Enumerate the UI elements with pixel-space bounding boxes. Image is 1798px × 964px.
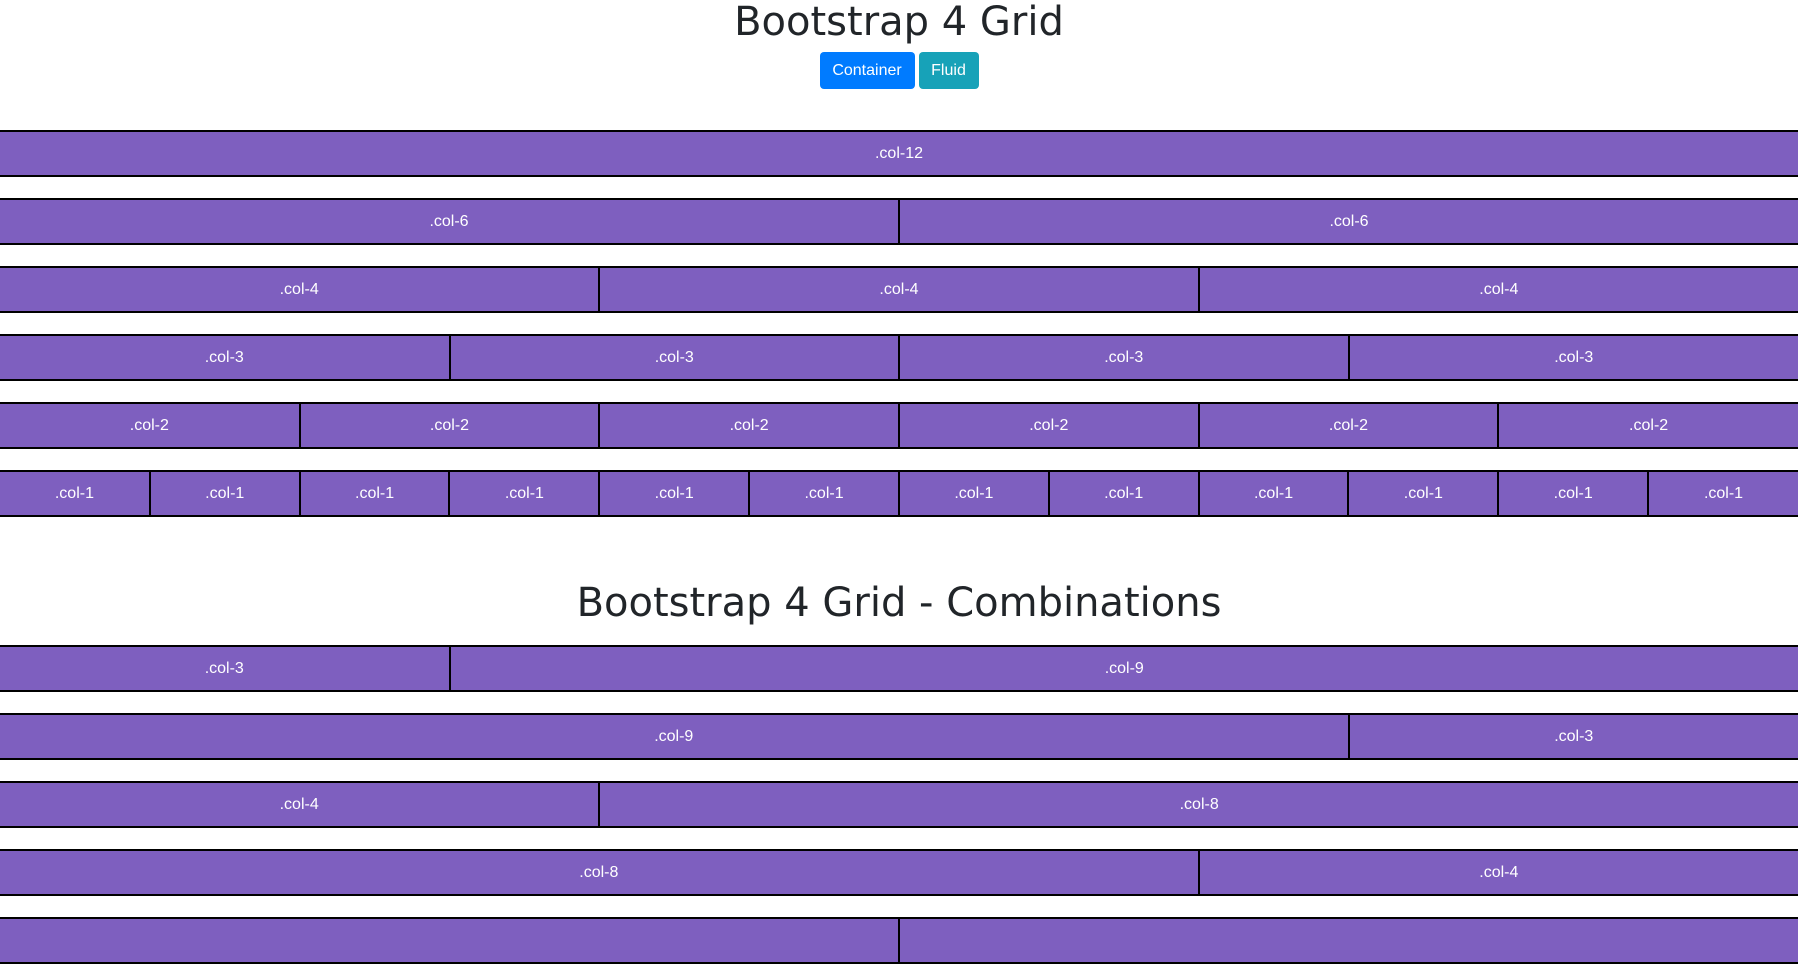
grid-column: .col-2 (599, 402, 899, 449)
grid-column: .col-4 (599, 266, 1198, 313)
grid-column: .col-4 (0, 781, 599, 828)
grid-row: .col-2.col-2.col-2.col-2.col-2.col-2 (0, 402, 1798, 449)
combinations-title: Bootstrap 4 Grid - Combinations (0, 581, 1798, 625)
grid-column: .col-1 (1648, 470, 1798, 517)
grid-row: .col-3.col-3.col-3.col-3 (0, 334, 1798, 381)
page-title: Bootstrap 4 Grid (0, 0, 1798, 44)
grid-column: .col-1 (150, 470, 300, 517)
grid-row: .col-1.col-1.col-1.col-1.col-1.col-1.col… (0, 470, 1798, 517)
grid-column: .col-1 (449, 470, 599, 517)
grid-column: .col-3 (450, 334, 900, 381)
grid-column: .col-8 (0, 849, 1199, 896)
grid-column: .col-1 (300, 470, 450, 517)
grid-row: .col-6.col-6 (0, 198, 1798, 245)
fluid-button[interactable]: Fluid (919, 52, 979, 89)
grid-column: .col-9 (450, 645, 1798, 692)
grid-column: .col-3 (0, 645, 450, 692)
grid-column: .col-4 (1199, 849, 1798, 896)
grid-column: .col-6 (0, 198, 899, 245)
grid-row: .col-8.col-4 (0, 849, 1798, 896)
grid-column: .col-6 (899, 198, 1798, 245)
grid-column: .col-1 (1049, 470, 1199, 517)
grid-column: .col-3 (0, 334, 450, 381)
grid-column: .col-4 (1199, 266, 1798, 313)
grid-row: .col-4.col-4.col-4 (0, 266, 1798, 313)
grid-column: .col-1 (1498, 470, 1648, 517)
grid-column: .col-9 (0, 713, 1349, 760)
grid-column: .col-1 (1199, 470, 1349, 517)
grid-column: .col-1 (0, 470, 150, 517)
grid-column: .col-3 (1349, 713, 1798, 760)
grid-column: .col-1 (749, 470, 899, 517)
grid-column (899, 917, 1798, 964)
grid-column: .col-1 (899, 470, 1049, 517)
grid-row: .col-9.col-3 (0, 713, 1798, 760)
grid-column: .col-4 (0, 266, 599, 313)
grid-row: .col-4.col-8 (0, 781, 1798, 828)
grid-column: .col-8 (599, 781, 1798, 828)
grid-column: .col-1 (599, 470, 749, 517)
container-button[interactable]: Container (820, 52, 915, 89)
layout-toggle-group: Container Fluid (0, 52, 1798, 89)
grid-column: .col-3 (899, 334, 1349, 381)
grid-row: .col-12 (0, 130, 1798, 177)
grid-column: .col-2 (1199, 402, 1499, 449)
grid-column: .col-12 (0, 130, 1798, 177)
grid-column: .col-2 (300, 402, 600, 449)
grid-row: .col-3.col-9 (0, 645, 1798, 692)
grid-column (0, 917, 899, 964)
grid-column: .col-2 (899, 402, 1199, 449)
grid-column: .col-1 (1348, 470, 1498, 517)
grid-row (0, 917, 1798, 964)
grid-column: .col-2 (0, 402, 300, 449)
grid-column: .col-3 (1349, 334, 1798, 381)
grid-column: .col-2 (1498, 402, 1798, 449)
